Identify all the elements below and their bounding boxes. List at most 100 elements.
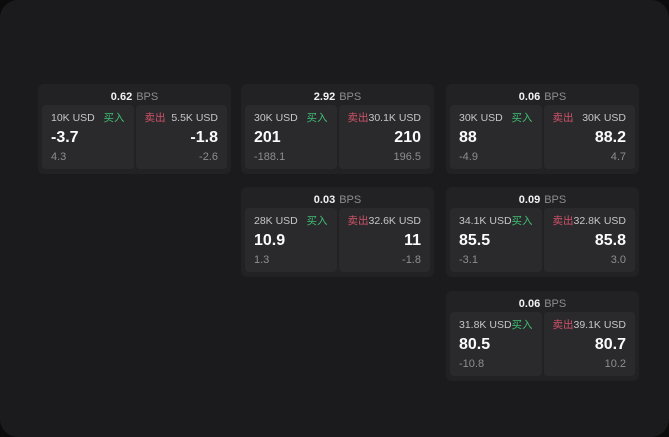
- buy-tile[interactable]: 10K USD 买入 -3.7 4.3: [42, 105, 134, 169]
- buy-tile[interactable]: 30K USD 买入 201 -188.1: [245, 105, 337, 169]
- quote-card: 0.03 BPS 28K USD 买入 10.9 1.3 卖出 32.6K US…: [241, 187, 434, 277]
- sell-amount: 39.1K USD: [573, 319, 627, 331]
- buy-tile-top: 34.1K USD 买入: [459, 215, 533, 227]
- sell-tile-top: 卖出 30.1K USD: [348, 112, 422, 124]
- buy-tile-top: 30K USD 买入: [254, 112, 328, 124]
- sell-tile-top: 卖出 32.8K USD: [553, 215, 627, 227]
- buy-price: 88: [459, 128, 477, 146]
- sell-price: 11: [404, 231, 421, 249]
- spread-unit: BPS: [339, 90, 362, 103]
- buy-price: 10.9: [254, 231, 286, 249]
- quote-body: 34.1K USD 买入 85.5 -3.1 卖出 32.8K USD 85.8…: [450, 208, 635, 272]
- sell-amount: 30.1K USD: [368, 112, 422, 124]
- sell-label: 卖出: [347, 112, 369, 124]
- quote-card: 0.62 BPS 10K USD 买入 -3.7 4.3 卖出 5.5K USD…: [38, 84, 231, 174]
- buy-tile-top: 28K USD 买入: [254, 215, 328, 227]
- buy-label: 买入: [511, 112, 533, 124]
- buy-tile-top: 31.8K USD 买入: [459, 319, 533, 331]
- sell-tile[interactable]: 卖出 30.1K USD 210 196.5: [338, 105, 430, 169]
- spread-value: 0.03: [313, 193, 336, 206]
- sell-label: 卖出: [552, 112, 574, 124]
- quote-body: 10K USD 买入 -3.7 4.3 卖出 5.5K USD -1.8 -2.…: [42, 105, 227, 169]
- quote-body: 28K USD 买入 10.9 1.3 卖出 32.6K USD 11 -1.8: [245, 208, 430, 272]
- buy-label: 买入: [306, 215, 328, 227]
- quote-body: 30K USD 买入 201 -188.1 卖出 30.1K USD 210 1…: [245, 105, 430, 169]
- sell-price: 85.8: [594, 231, 626, 249]
- quote-card: 0.06 BPS 30K USD 买入 88 -4.9 卖出 30K USD 8…: [446, 84, 639, 174]
- sell-tile[interactable]: 卖出 39.1K USD 80.7 10.2: [543, 312, 635, 376]
- buy-sub-value: -4.9: [459, 151, 478, 163]
- buy-amount: 34.1K USD: [459, 215, 512, 227]
- sell-tile[interactable]: 卖出 30K USD 88.2 4.7: [543, 105, 635, 169]
- quote-body: 31.8K USD 买入 80.5 -10.8 卖出 39.1K USD 80.…: [450, 312, 635, 376]
- buy-tile[interactable]: 34.1K USD 买入 85.5 -3.1: [450, 208, 542, 272]
- spread-value: 0.06: [518, 297, 541, 310]
- buy-price: -3.7: [51, 128, 79, 146]
- spread-value: 2.92: [313, 90, 336, 103]
- buy-sub-value: -3.1: [459, 254, 478, 266]
- sell-tile-top: 卖出 30K USD: [553, 112, 627, 124]
- spread-value: 0.06: [518, 90, 541, 103]
- buy-sub-value: -188.1: [254, 151, 286, 163]
- buy-amount: 30K USD: [254, 112, 298, 124]
- sell-tile[interactable]: 卖出 5.5K USD -1.8 -2.6: [135, 105, 227, 169]
- buy-amount: 10K USD: [51, 112, 95, 124]
- sell-amount: 32.8K USD: [573, 215, 627, 227]
- buy-label: 买入: [511, 319, 533, 331]
- buy-tile-top: 30K USD 买入: [459, 112, 533, 124]
- buy-sub-value: 4.3: [51, 151, 67, 163]
- sell-sub-value: -1.8: [402, 254, 421, 266]
- buy-price: 80.5: [459, 335, 491, 353]
- buy-tile[interactable]: 28K USD 买入 10.9 1.3: [245, 208, 337, 272]
- sell-label: 卖出: [347, 215, 369, 227]
- buy-sub-value: 1.3: [254, 254, 270, 266]
- sell-price: 88.2: [594, 128, 626, 146]
- buy-price: 201: [254, 128, 281, 146]
- buy-price: 85.5: [459, 231, 491, 249]
- quote-card: 0.06 BPS 31.8K USD 买入 80.5 -10.8 卖出 39.1…: [446, 291, 639, 381]
- sell-label: 卖出: [552, 319, 574, 331]
- buy-label: 买入: [103, 112, 125, 124]
- sell-sub-value: 10.2: [604, 358, 626, 370]
- buy-label: 买入: [306, 112, 328, 124]
- buy-sub-value: -10.8: [459, 358, 485, 370]
- sell-tile-top: 卖出 39.1K USD: [553, 319, 627, 331]
- sell-tile-top: 卖出 32.6K USD: [348, 215, 422, 227]
- quote-card: 2.92 BPS 30K USD 买入 201 -188.1 卖出 30.1K …: [241, 84, 434, 174]
- spread-value: 0.09: [518, 193, 541, 206]
- sell-price: 80.7: [594, 335, 626, 353]
- buy-tile[interactable]: 31.8K USD 买入 80.5 -10.8: [450, 312, 542, 376]
- spread-header: 0.06 BPS: [450, 88, 635, 105]
- buy-amount: 31.8K USD: [459, 319, 512, 331]
- spread-unit: BPS: [544, 90, 567, 103]
- sell-label: 卖出: [144, 112, 166, 124]
- spread-header: 0.03 BPS: [245, 191, 430, 208]
- spread-unit: BPS: [339, 193, 362, 206]
- sell-tile[interactable]: 卖出 32.8K USD 85.8 3.0: [543, 208, 635, 272]
- sell-sub-value: 196.5: [393, 151, 421, 163]
- sell-sub-value: -2.6: [199, 151, 218, 163]
- sell-label: 卖出: [552, 215, 574, 227]
- sell-sub-value: 4.7: [610, 151, 626, 163]
- spread-unit: BPS: [544, 193, 567, 206]
- buy-amount: 28K USD: [254, 215, 298, 227]
- sell-amount: 30K USD: [582, 112, 626, 124]
- sell-tile-top: 卖出 5.5K USD: [145, 112, 219, 124]
- sell-amount: 32.6K USD: [368, 215, 422, 227]
- spread-header: 0.62 BPS: [42, 88, 227, 105]
- spread-value: 0.62: [110, 90, 133, 103]
- buy-tile-top: 10K USD 买入: [51, 112, 125, 124]
- sell-tile[interactable]: 卖出 32.6K USD 11 -1.8: [338, 208, 430, 272]
- spread-unit: BPS: [544, 297, 567, 310]
- sell-amount: 5.5K USD: [171, 112, 218, 124]
- spread-header: 0.09 BPS: [450, 191, 635, 208]
- sell-price: 210: [394, 128, 421, 146]
- spread-unit: BPS: [136, 90, 159, 103]
- sell-sub-value: 3.0: [610, 254, 626, 266]
- quote-card: 0.09 BPS 34.1K USD 买入 85.5 -3.1 卖出 32.8K…: [446, 187, 639, 277]
- buy-tile[interactable]: 30K USD 买入 88 -4.9: [450, 105, 542, 169]
- spread-header: 2.92 BPS: [245, 88, 430, 105]
- buy-amount: 30K USD: [459, 112, 503, 124]
- quote-body: 30K USD 买入 88 -4.9 卖出 30K USD 88.2 4.7: [450, 105, 635, 169]
